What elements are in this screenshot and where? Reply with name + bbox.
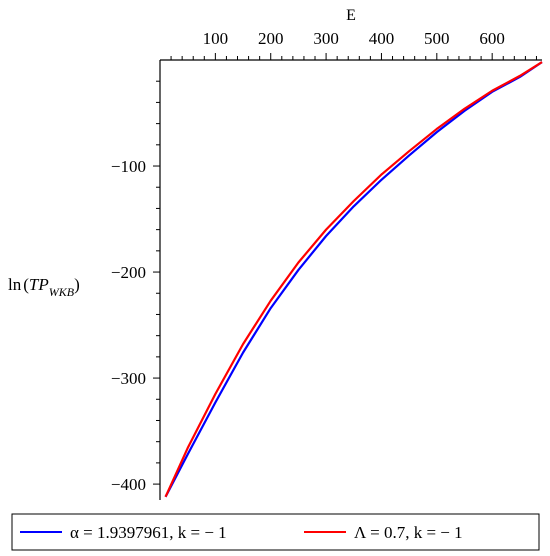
y-tick-label: −100 [111, 157, 146, 176]
y-axis-title: ln (TPWKB) [8, 275, 80, 299]
y-axis-title-subscript: WKB [49, 285, 75, 299]
x-tick-label: 500 [424, 29, 450, 48]
y-tick-label: −300 [111, 369, 146, 388]
legend-label-series-2: Λ = 0.7, k = − 1 [354, 523, 463, 542]
axes [159, 59, 542, 500]
legend: α = 1.9397961, k = − 1 Λ = 0.7, k = − 1 [11, 513, 540, 551]
x-tick-label: 200 [258, 29, 284, 48]
x-axis-title: E [346, 7, 356, 24]
svg-text:ln(TPWKB): ln (TPWKB) [8, 275, 80, 299]
legend-label-series-1: α = 1.9397961, k = − 1 [70, 523, 227, 542]
series-line-2 [164, 61, 543, 498]
y-axis-title-prefix: ln [8, 275, 22, 294]
series-lines [164, 61, 543, 498]
x-tick-label: 400 [369, 29, 395, 48]
y-axis-title-main: TP [29, 275, 49, 294]
y-tick-label: −400 [111, 475, 146, 494]
series-line-1 [164, 61, 543, 498]
y-tick-label: −200 [111, 263, 146, 282]
legend-box [11, 513, 540, 551]
x-tick-label: 300 [313, 29, 339, 48]
tick-labels: 100 200 300 400 500 600 −100 −200 −300 −400 [111, 29, 505, 494]
x-tick-label: 600 [479, 29, 505, 48]
x-tick-label: 100 [203, 29, 229, 48]
tick-marks [153, 53, 537, 485]
